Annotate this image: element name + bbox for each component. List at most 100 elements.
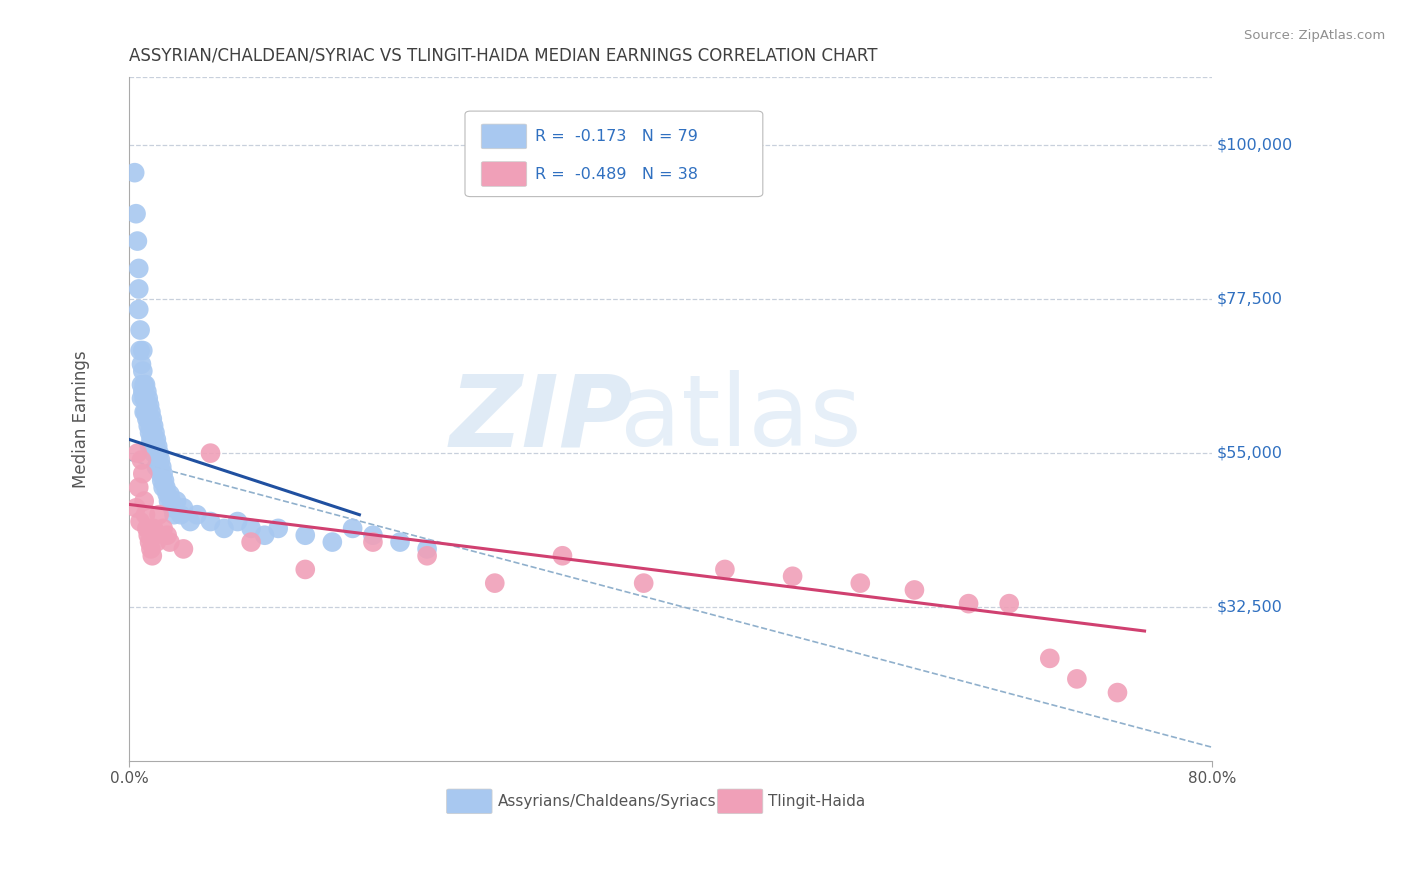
Point <box>163 508 186 522</box>
Point <box>957 597 980 611</box>
Text: $55,000: $55,000 <box>1216 446 1282 460</box>
Point <box>200 446 222 460</box>
Point <box>159 535 181 549</box>
Point <box>125 500 148 515</box>
FancyBboxPatch shape <box>465 112 763 196</box>
Point <box>484 576 506 591</box>
Text: Median Earnings: Median Earnings <box>72 351 90 488</box>
Point <box>172 541 194 556</box>
Point <box>134 405 156 419</box>
Point <box>143 425 166 440</box>
Point <box>141 425 163 440</box>
Point <box>132 384 155 399</box>
Point <box>142 446 165 460</box>
Text: R =  -0.489   N = 38: R = -0.489 N = 38 <box>536 167 699 182</box>
Point <box>134 377 156 392</box>
Point <box>153 474 176 488</box>
FancyBboxPatch shape <box>717 789 763 814</box>
Point <box>152 467 174 481</box>
Point <box>156 528 179 542</box>
Point <box>160 494 183 508</box>
FancyBboxPatch shape <box>447 789 492 814</box>
Point <box>136 528 159 542</box>
Point <box>139 418 162 433</box>
Point <box>131 453 153 467</box>
Point <box>157 494 180 508</box>
Point <box>150 459 173 474</box>
Point <box>200 515 222 529</box>
Point <box>389 535 412 549</box>
Text: ZIP: ZIP <box>450 370 633 467</box>
Point <box>156 487 179 501</box>
Point <box>134 392 156 406</box>
Point <box>1107 685 1129 699</box>
Point <box>143 439 166 453</box>
Point <box>143 528 166 542</box>
Point <box>131 377 153 392</box>
Text: R =  -0.173   N = 79: R = -0.173 N = 79 <box>536 129 699 144</box>
Point <box>361 528 384 542</box>
Point <box>148 508 170 522</box>
Point <box>179 515 201 529</box>
Point <box>148 459 170 474</box>
Point <box>141 439 163 453</box>
Point <box>138 398 160 412</box>
Point <box>132 364 155 378</box>
Text: ASSYRIAN/CHALDEAN/SYRIAC VS TLINGIT-HAIDA MEDIAN EARNINGS CORRELATION CHART: ASSYRIAN/CHALDEAN/SYRIAC VS TLINGIT-HAID… <box>129 46 877 64</box>
Point <box>162 500 184 515</box>
Text: Tlingit-Haida: Tlingit-Haida <box>768 794 866 809</box>
Point <box>416 549 439 563</box>
Point <box>141 549 163 563</box>
Point <box>135 398 157 412</box>
Text: $77,500: $77,500 <box>1216 292 1282 307</box>
Point <box>849 576 872 591</box>
Point <box>903 582 925 597</box>
Point <box>132 467 155 481</box>
Point <box>135 521 157 535</box>
Point <box>136 392 159 406</box>
Point <box>240 535 263 549</box>
Point <box>128 480 150 494</box>
Point <box>127 446 149 460</box>
Point <box>1039 651 1062 665</box>
Point <box>129 343 152 358</box>
Point <box>138 412 160 426</box>
Point <box>145 459 167 474</box>
Point <box>294 562 316 576</box>
Point <box>150 474 173 488</box>
Point <box>142 418 165 433</box>
Point <box>321 535 343 549</box>
Point <box>145 446 167 460</box>
Point <box>267 521 290 535</box>
Point <box>240 521 263 535</box>
Point <box>782 569 804 583</box>
Point <box>159 487 181 501</box>
Point <box>134 377 156 392</box>
Point <box>128 261 150 276</box>
Point <box>714 562 737 576</box>
Point <box>145 433 167 447</box>
Point <box>134 494 156 508</box>
Point <box>136 418 159 433</box>
Point <box>145 535 167 549</box>
Point <box>155 480 177 494</box>
Point <box>998 597 1021 611</box>
Point <box>138 425 160 440</box>
Point <box>226 515 249 529</box>
Point <box>127 234 149 248</box>
Point <box>124 166 146 180</box>
Point <box>138 535 160 549</box>
Point <box>125 207 148 221</box>
Point <box>138 439 160 453</box>
Point <box>142 433 165 447</box>
Point <box>134 405 156 419</box>
Point <box>128 282 150 296</box>
Point <box>342 521 364 535</box>
Point <box>253 528 276 542</box>
Point <box>134 392 156 406</box>
Point <box>166 494 188 508</box>
Point <box>139 405 162 419</box>
Point <box>149 467 172 481</box>
Point <box>139 541 162 556</box>
Point <box>129 515 152 529</box>
